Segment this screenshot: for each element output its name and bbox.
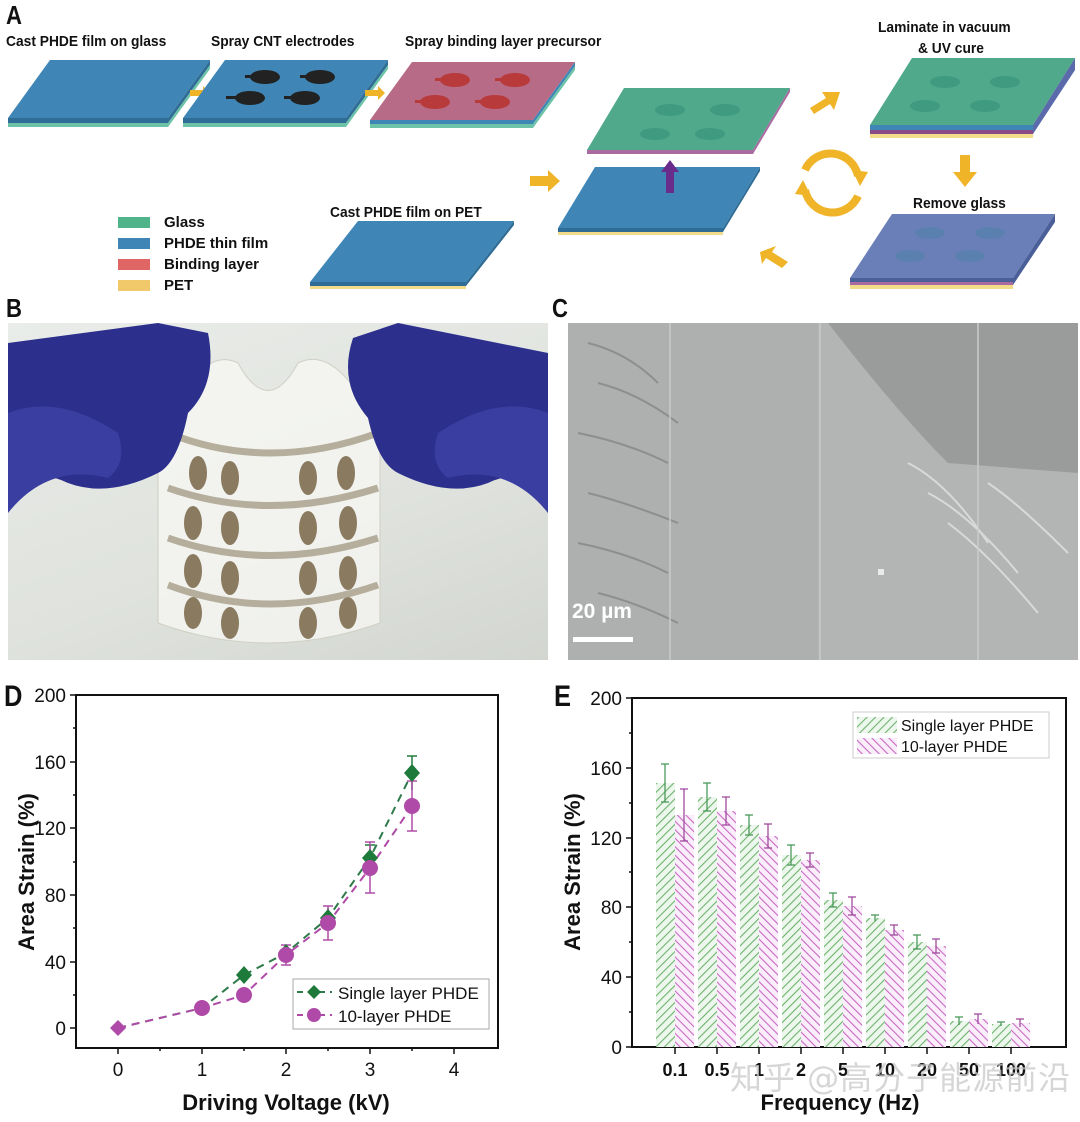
slab-phde-on-glass (8, 60, 210, 127)
arrow-to-remove (953, 155, 977, 187)
step-cast-glass: Cast PHDE film on glass (6, 33, 167, 50)
process-diagram (8, 58, 1075, 289)
svg-text:3: 3 (365, 1060, 376, 1081)
svg-text:160: 160 (34, 753, 66, 774)
svg-text:2: 2 (796, 1060, 806, 1080)
svg-text:120: 120 (34, 819, 66, 840)
legend-phde: PHDE thin film (118, 233, 268, 254)
svg-text:1: 1 (197, 1060, 208, 1081)
swatch-glass (118, 217, 150, 228)
svg-text:200: 200 (590, 689, 622, 710)
svg-text:80: 80 (601, 898, 622, 919)
slab-inverted-glass (587, 88, 790, 154)
film-photo (8, 323, 548, 660)
svg-text:50: 50 (959, 1060, 979, 1080)
panel-c-letter: C (552, 293, 568, 323)
panel-e-letter: E (554, 680, 572, 713)
sem-image: 20 µm (568, 323, 1078, 660)
svg-text:100: 100 (996, 1060, 1026, 1080)
legend-d-ten: 10-layer PHDE (338, 1007, 451, 1026)
svg-text:Area Strain (%): Area Strain (%) (14, 793, 39, 951)
svg-text:4: 4 (449, 1060, 460, 1081)
svg-text:0.5: 0.5 (704, 1060, 729, 1080)
svg-text:1: 1 (754, 1060, 764, 1080)
svg-text:80: 80 (45, 886, 66, 907)
svg-text:0: 0 (611, 1038, 622, 1059)
legend-e-single: Single layer PHDE (901, 718, 1034, 735)
svg-text:0: 0 (113, 1060, 124, 1081)
step-spray-binding: Spray binding layer precursor (405, 33, 602, 50)
svg-text:10: 10 (875, 1060, 895, 1080)
layer-legend: Glass PHDE thin film Binding layer PET (118, 212, 268, 296)
svg-text:0.1: 0.1 (662, 1060, 687, 1080)
panel-a-letter: A (6, 0, 22, 30)
chart-d: 200 160 120 80 40 0 0 1 2 3 4 Driving Voltage (kV… (0, 670, 540, 1122)
step-uv-cure: & UV cure (918, 40, 984, 57)
svg-text:120: 120 (590, 829, 622, 850)
scale-bar (573, 637, 633, 642)
swatch-pet (118, 280, 150, 291)
svg-text:Driving Voltage (kV): Driving Voltage (kV) (182, 1090, 389, 1115)
slab-align-base (558, 167, 760, 235)
svg-text:0: 0 (55, 1019, 66, 1040)
svg-text:40: 40 (45, 953, 66, 974)
step-cast-pet: Cast PHDE film on PET (330, 204, 482, 221)
step-laminate: Laminate in vacuum (878, 19, 1011, 36)
panel-d-letter: D (4, 680, 23, 713)
slab-cnt-electrodes (183, 60, 388, 127)
arrow-to-align (530, 170, 560, 192)
arrow-to-laminate (810, 92, 840, 114)
step-spray-cnt: Spray CNT electrodes (211, 33, 355, 50)
bars-single (656, 783, 1011, 1047)
legend-glass: Glass (118, 212, 268, 233)
svg-text:200: 200 (34, 686, 66, 707)
slab-binding-layer (370, 62, 575, 128)
cycle-icon (801, 149, 862, 217)
panel-b-letter: B (6, 293, 22, 323)
svg-text:5: 5 (838, 1060, 848, 1080)
bars-ten (675, 811, 1030, 1047)
legend-pet: PET (118, 275, 268, 296)
legend-e-ten: 10-layer PHDE (901, 739, 1008, 756)
swatch-phde (118, 238, 150, 249)
svg-text:Area Strain (%): Area Strain (%) (560, 793, 585, 951)
slab-glass-removed (850, 214, 1055, 289)
align-arrow (661, 160, 679, 193)
step-remove-glass: Remove glass (913, 195, 1006, 212)
svg-text:40: 40 (601, 968, 622, 989)
svg-text:Frequency (Hz): Frequency (Hz) (761, 1090, 920, 1115)
svg-text:160: 160 (590, 759, 622, 780)
chart-e: 200 160 120 80 40 0 Area Strain (%) Frequency… (540, 670, 1080, 1122)
svg-text:20: 20 (917, 1060, 937, 1080)
watermark: 知乎 @高分子能源前沿 (730, 1059, 1072, 1097)
slab-phde-on-pet (310, 221, 514, 289)
scale-bar-label: 20 µm (572, 600, 632, 623)
legend-binding: Binding layer (118, 254, 268, 275)
slab-laminated (870, 58, 1075, 138)
svg-text:2: 2 (281, 1060, 292, 1081)
arrow-back (760, 246, 788, 268)
legend-d-single: Single layer PHDE (338, 984, 479, 1003)
swatch-binding (118, 259, 150, 270)
